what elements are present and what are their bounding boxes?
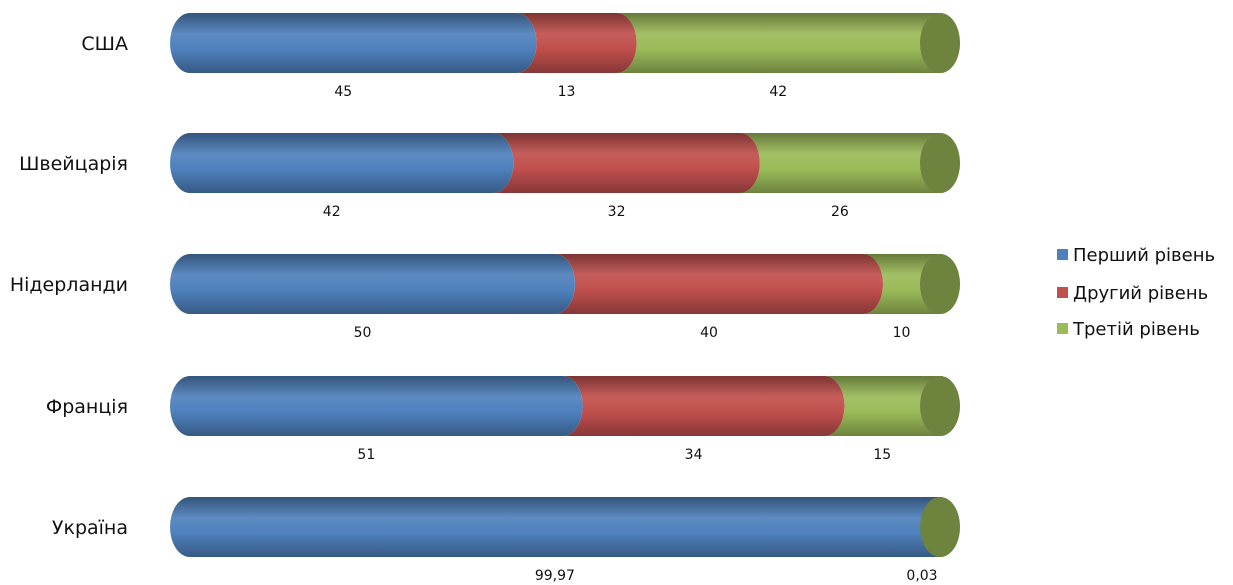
bar-segment-series-3 (739, 133, 960, 193)
bar-end-cap (920, 254, 960, 314)
bar-segment-series-2 (562, 376, 845, 436)
legend-label-series-3: Третій рівень (1072, 319, 1200, 340)
data-label-series-3: 15 (873, 447, 891, 463)
bar-segment-series-1 (190, 254, 575, 314)
legend-label-series-1: Перший рівень (1073, 245, 1215, 266)
data-label-series-2: 13 (558, 84, 576, 100)
bar-segment-series-2 (493, 133, 760, 193)
legend-swatch-series-2 (1057, 287, 1068, 298)
bar-end-cap (920, 13, 960, 73)
data-label-series-2: 34 (685, 447, 703, 463)
data-label-series-3: 0,03 (906, 568, 937, 584)
category-label: Україна (52, 517, 128, 539)
data-label-series-2: 40 (700, 325, 718, 341)
category-label: Франція (46, 396, 128, 418)
data-label-series-3: 26 (831, 204, 849, 220)
bar-segment-series-1 (190, 133, 514, 193)
data-labels: 45 13 42 42 32 26 50 40 10 51 34 15 99,97 0,03 (323, 84, 938, 584)
bar-segment-series-2 (516, 13, 637, 73)
legend-swatch-series-3 (1057, 323, 1068, 334)
data-label-series-2: 32 (608, 204, 626, 220)
category-label: США (81, 33, 128, 55)
category-label: Швейцарія (19, 153, 128, 175)
bar-segment-series-3 (616, 13, 960, 73)
data-label-series-3: 42 (769, 84, 787, 100)
data-label-series-1: 51 (357, 447, 375, 463)
legend-label-series-2: Другий рівень (1073, 283, 1208, 304)
bar-end-cap (920, 133, 960, 193)
category-labels: США Швейцарія Нідерланди Франція Україна (10, 33, 128, 539)
data-label-series-3: 10 (893, 325, 911, 341)
data-label-series-1: 45 (334, 84, 352, 100)
data-label-series-1: 42 (323, 204, 341, 220)
category-label: Нідерланди (10, 274, 128, 296)
bar-end-cap (920, 497, 960, 557)
bar-segment-series-1 (190, 497, 960, 557)
bars (170, 13, 960, 557)
bar-end-cap (920, 376, 960, 436)
bar-segment-series-2 (555, 254, 883, 314)
legend: Перший рівень Другий рівень Третій рівен… (1057, 245, 1215, 340)
data-label-series-1: 99,97 (535, 568, 575, 584)
data-label-series-1: 50 (354, 325, 372, 341)
bar-segment-series-1 (190, 13, 537, 73)
bar-segment-series-1 (190, 376, 583, 436)
legend-swatch-series-1 (1057, 249, 1068, 260)
